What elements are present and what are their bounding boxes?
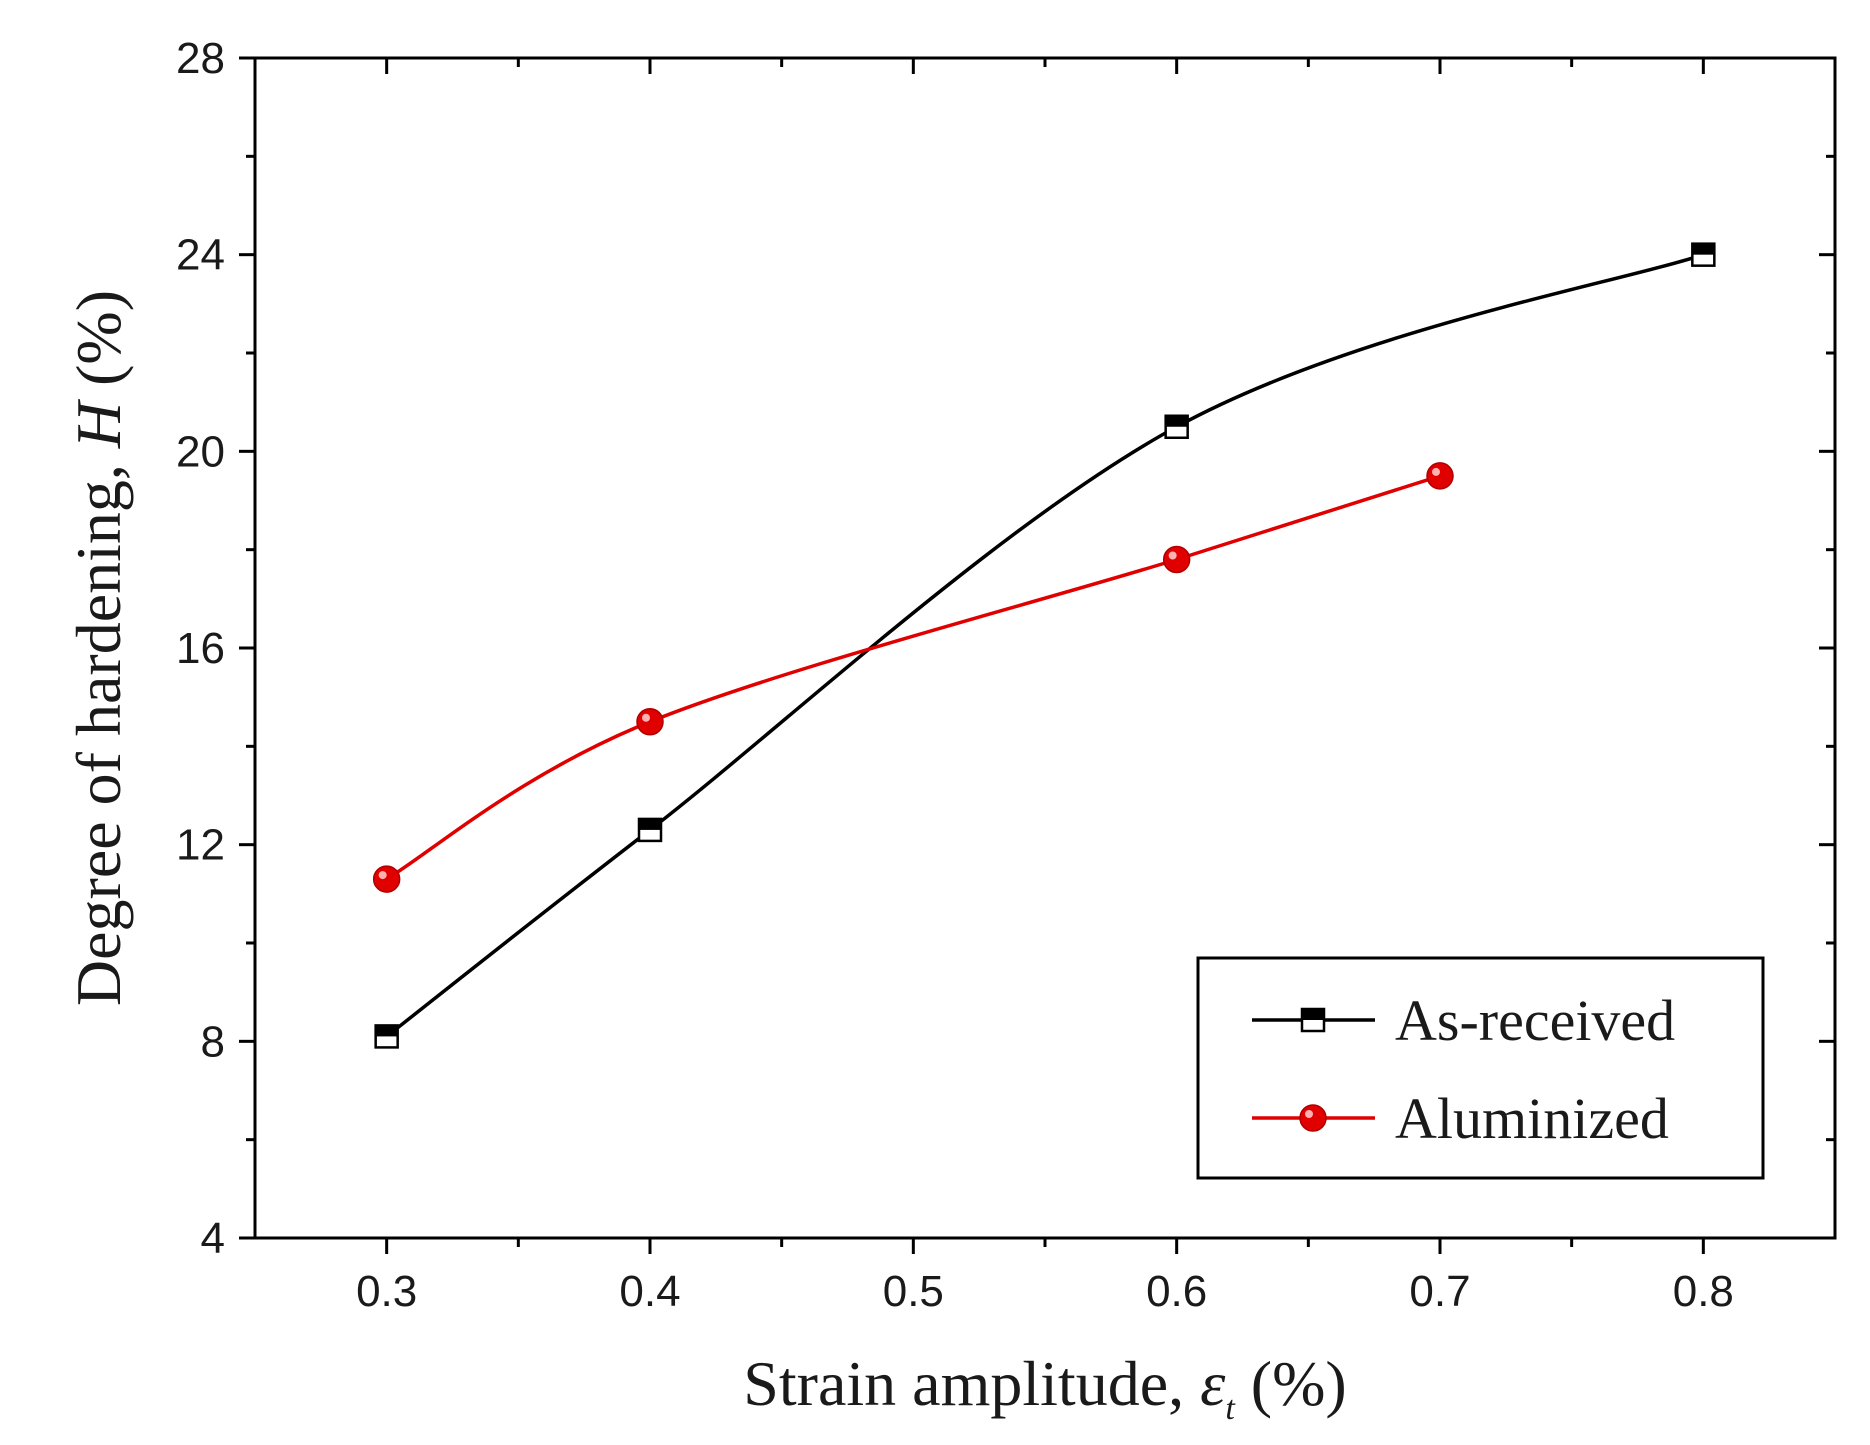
legend-marker-aluminized xyxy=(1299,1104,1327,1132)
series-layer xyxy=(372,242,1716,1049)
y-axis-title: Degree of hardening, H (%) xyxy=(63,290,134,1006)
data-point-as-received xyxy=(1164,414,1189,439)
data-point-as-received xyxy=(637,817,663,843)
data-point-aluminized xyxy=(636,708,664,736)
x-tick-label: 0.4 xyxy=(619,1267,680,1316)
y-tick-label: 4 xyxy=(201,1214,225,1263)
y-axis-title-symbol: H xyxy=(63,398,134,449)
data-point-as-received xyxy=(374,1024,399,1049)
x-tick-label: 0.5 xyxy=(883,1267,944,1316)
y-axis-title-unit: (%) xyxy=(63,290,134,402)
y-tick-label: 8 xyxy=(201,1017,225,1066)
y-tick-label: 28 xyxy=(176,34,225,83)
legend-marker-as-received xyxy=(1300,1007,1326,1033)
x-axis-title-symbol: ε xyxy=(1200,1348,1226,1419)
legend-label-as-received: As-received xyxy=(1395,988,1675,1053)
x-axis-title: Strain amplitude, εt (%) xyxy=(743,1348,1346,1427)
legend: As-received Aluminized xyxy=(1196,956,1765,1180)
labels-layer: 0.3 0.4 0.5 0.6 0.7 0.8 4 8 12 16 20 24 28 xyxy=(176,34,1734,1316)
y-axis-title-main: Degree of hardening, xyxy=(63,448,134,1006)
x-tick-label: 0.8 xyxy=(1673,1267,1734,1316)
y-tick-label: 16 xyxy=(176,624,225,673)
x-axis-title-subscript: t xyxy=(1225,1390,1236,1427)
ticks-layer xyxy=(239,56,1835,1254)
x-axis-title-main: Strain amplitude, xyxy=(743,1348,1200,1419)
y-tick-label: 24 xyxy=(176,231,225,280)
y-tick-label: 12 xyxy=(176,821,225,870)
data-point-aluminized xyxy=(372,865,401,893)
series-line-as-received xyxy=(385,253,1704,1038)
y-tick-label: 20 xyxy=(176,427,225,476)
x-tick-label: 0.7 xyxy=(1409,1267,1470,1316)
series-line-aluminized xyxy=(385,474,1441,881)
x-tick-label: 0.6 xyxy=(1146,1267,1207,1316)
data-point-aluminized xyxy=(1426,462,1454,490)
data-point-as-received xyxy=(1691,242,1716,267)
x-tick-label: 0.3 xyxy=(356,1267,417,1316)
legend-box xyxy=(1196,956,1765,1180)
legend-entries: As-received Aluminized xyxy=(1252,988,1675,1151)
data-point-aluminized xyxy=(1162,545,1191,574)
x-axis-title-unit: (%) xyxy=(1235,1348,1347,1419)
legend-label-aluminized: Aluminized xyxy=(1395,1086,1669,1151)
